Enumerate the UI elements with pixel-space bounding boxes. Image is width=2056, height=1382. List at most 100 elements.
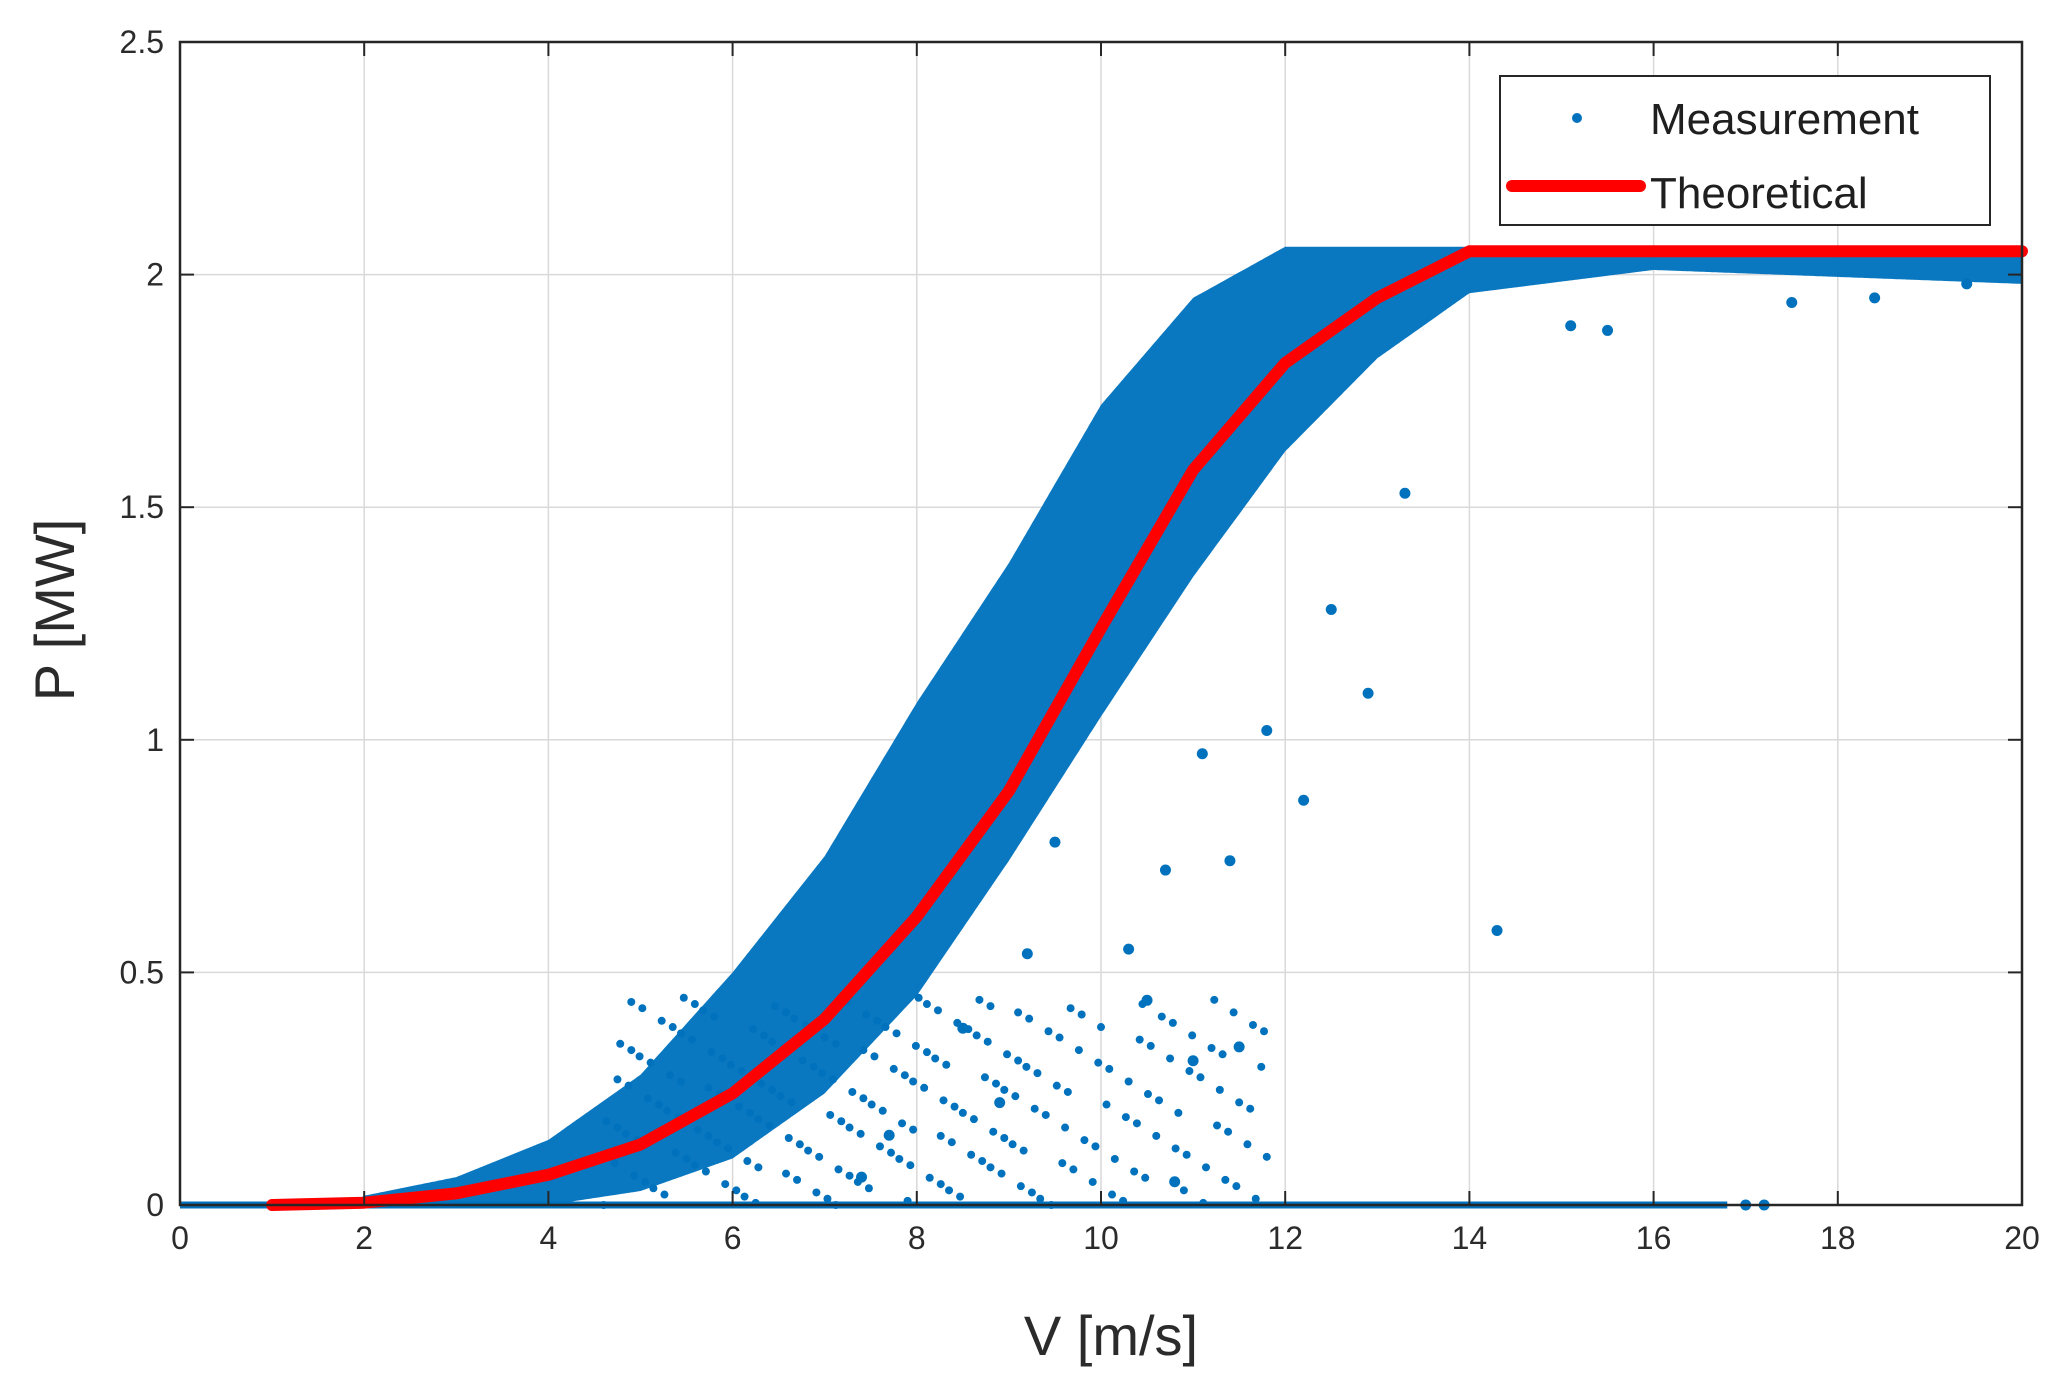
measurement-point: [1213, 1121, 1222, 1130]
measurement-point: [768, 1037, 777, 1046]
measurement-point: [1260, 1027, 1269, 1036]
theoretical-point: [1376, 296, 1379, 299]
measurement-point: [1243, 1140, 1252, 1149]
measurement-point: [1141, 1173, 1150, 1182]
measurement-point: [1061, 1123, 1070, 1132]
measurement-point: [958, 1108, 967, 1117]
measurement-point: [834, 1165, 843, 1174]
measurement-point: [643, 1094, 652, 1103]
measurement-outlier-point: [1602, 324, 1614, 336]
y-tick-label: 1.5: [120, 489, 164, 525]
measurement-point: [950, 1102, 959, 1111]
measurement-point: [1130, 1167, 1139, 1176]
measurement-point: [936, 1131, 945, 1140]
y-tick-label: 2.5: [120, 24, 164, 60]
measurement-point: [1224, 1127, 1233, 1136]
measurement-point: [602, 1117, 611, 1126]
measurement-point: [1091, 1142, 1100, 1151]
measurement-outlier-point: [1049, 836, 1061, 848]
measurement-point: [986, 1163, 995, 1172]
measurement-point: [1152, 1131, 1161, 1140]
measurement-point: [972, 1031, 981, 1040]
measurement-point: [707, 1048, 716, 1057]
measurement-point: [649, 1184, 658, 1193]
measurement-point: [757, 1079, 766, 1088]
measurement-point: [735, 1102, 744, 1111]
measurement-point: [1110, 1154, 1119, 1163]
x-axis-tick-labels: 0 2 4 6 8 10 12 14 16 18 20: [171, 1220, 2040, 1256]
measurement-outlier-point: [1399, 487, 1411, 499]
measurement-point: [922, 1048, 931, 1057]
theoretical-point: [639, 1143, 642, 1146]
measurement-outlier-point: [1233, 1041, 1245, 1053]
measurement-point: [820, 1033, 829, 1042]
theoretical-point: [1192, 468, 1195, 471]
measurement-point: [1229, 1008, 1238, 1017]
measurement-point: [859, 1046, 868, 1055]
measurement-point: [804, 1146, 813, 1155]
measurement-point: [627, 1046, 636, 1055]
legend: Measurement Theoretical: [1499, 75, 1991, 226]
theoretical-point: [1468, 250, 1471, 253]
measurement-point: [1008, 1140, 1017, 1149]
measurement-point: [831, 1039, 840, 1048]
measurement-point: [826, 1110, 835, 1119]
x-tick-label: 10: [1083, 1220, 1119, 1256]
measurement-point: [936, 1180, 945, 1189]
measurement-outlier-point: [856, 1171, 868, 1183]
measurement-point: [776, 1092, 785, 1101]
measurement-point: [641, 1177, 650, 1186]
measurement-cloud: [253, 246, 2023, 1205]
measurement-point: [828, 1075, 837, 1084]
measurement-point: [1088, 1177, 1097, 1186]
measurement-point: [1179, 1186, 1188, 1195]
measurement-point: [1124, 1077, 1133, 1086]
measurement-outlier-point: [1196, 748, 1208, 760]
measurement-point: [812, 1188, 821, 1197]
measurement-point: [906, 1161, 915, 1170]
theoretical-point: [823, 1017, 826, 1020]
measurement-point: [856, 1129, 865, 1138]
measurement-point: [1014, 1008, 1023, 1017]
measurement-point: [867, 1100, 876, 1109]
measurement-point: [980, 1073, 989, 1082]
measurement-point: [815, 1152, 824, 1161]
measurement-point: [665, 1071, 674, 1080]
measurement-point: [809, 1062, 818, 1071]
measurement-point: [887, 1148, 896, 1157]
measurement-point: [790, 1014, 799, 1023]
measurement-outlier-point: [1159, 864, 1171, 876]
measurement-point: [903, 1196, 912, 1205]
measurement-point: [718, 1054, 727, 1063]
measurement-point: [726, 1060, 735, 1069]
measurement-point: [1033, 1069, 1042, 1078]
measurement-point: [1262, 1152, 1271, 1161]
measurement-point: [1069, 1165, 1078, 1174]
measurement-point: [748, 1025, 757, 1034]
measurement-point: [1000, 1085, 1009, 1094]
theoretical-point: [915, 915, 918, 918]
measurement-outlier-point: [1123, 943, 1135, 955]
measurement-point: [1025, 1014, 1034, 1023]
measurement-point: [754, 1163, 763, 1172]
measurement-point: [646, 1058, 655, 1067]
measurement-outlier-point: [1141, 994, 1153, 1006]
measurement-point: [1246, 1104, 1255, 1113]
measurement-point: [1235, 1098, 1244, 1107]
measurement-point: [798, 1056, 807, 1065]
measurement-point: [630, 1171, 639, 1180]
y-axis-label: P [MW]: [23, 519, 86, 702]
theoretical-point: [731, 1092, 734, 1095]
measurement-point: [900, 1071, 909, 1080]
x-tick-label: 6: [724, 1220, 742, 1256]
measurement-point: [1102, 1100, 1111, 1109]
measurement-point: [782, 1169, 791, 1178]
measurement-point: [1188, 1031, 1197, 1040]
measurement-point: [859, 1094, 868, 1103]
measurement-point: [1080, 1136, 1089, 1145]
measurement-point: [616, 1039, 625, 1048]
measurement-point: [1052, 1081, 1061, 1090]
plot-area: [178, 40, 2028, 1211]
